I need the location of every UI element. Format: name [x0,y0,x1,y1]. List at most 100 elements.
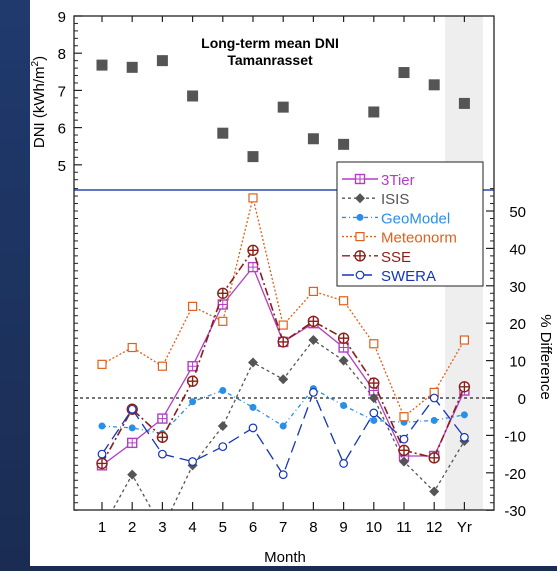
series-point [98,422,106,430]
legend-label: SSE [381,249,411,266]
x-tick-label: 10 [365,519,382,536]
upper-y-tick-label: 9 [58,9,66,26]
x-tick-label: Yr [457,519,472,536]
series-point-cross [278,336,289,347]
dni-point [307,133,319,145]
dni-point [338,138,350,150]
dni-point [277,101,289,113]
upper-y-label-main: DNI (kWh/m [31,66,48,148]
series-point-cross [188,361,198,371]
lower-y-tick-label: -10 [504,428,526,445]
series-point-cross [157,432,168,443]
dni-markers [96,55,470,163]
chart-title: Long-term mean DNI [201,35,339,51]
legend-marker-cross [355,250,365,261]
series-point [339,459,349,468]
dni-point [428,79,440,91]
upper-y-tick-label: 6 [58,121,66,138]
upper-y-tick-label: 5 [58,158,66,175]
series-point-cross [459,381,470,392]
dni-point [96,59,108,71]
series-point [249,403,257,411]
series-point [157,449,167,459]
series-point-cross [399,445,409,456]
dni-point [126,61,138,73]
lower-y-axis: -30 -20 -10 0 10 20 30 40 50 [74,188,526,520]
series-point [460,411,468,419]
series-point-cross [429,452,440,463]
series-point [368,393,379,403]
series-point [127,342,137,353]
legend-label: GeoModel [381,210,450,227]
series-point [248,193,258,203]
dni-point [247,151,259,163]
series-point [188,457,198,466]
plot-frame [73,15,495,511]
series-point-cross [308,316,319,327]
lower-y-tick-label: 40 [509,241,526,258]
upper-y-tick-label: 7 [58,83,66,100]
legend-marker [355,193,365,204]
x-tick-label: 11 [396,519,412,536]
chart-bottom-rule [30,566,557,571]
lower-y-tick-label: 30 [509,279,526,296]
series-point [429,393,439,403]
series-point [189,398,197,406]
series-point-cross [217,288,228,299]
series-point [338,355,349,366]
series-point [218,442,228,452]
dni-point [217,127,229,139]
x-tick-label: 9 [339,519,347,536]
series-point [369,408,379,418]
upper-y-axis: 5 6 7 8 9 [58,9,82,181]
x-tick-label: 3 [158,519,166,536]
series-point [219,387,227,395]
dni-point [156,55,168,67]
dni-point [368,106,380,118]
legend-marker-cross [355,174,365,184]
series-point [248,357,258,368]
x-tick-label: 6 [249,519,257,536]
series-point [218,316,228,326]
series-point [369,339,379,349]
series-point [128,424,136,432]
series-point [340,401,348,409]
legend-label: ISIS [381,191,409,208]
series-point [460,432,469,442]
x-tick-label: 8 [309,519,317,536]
legend: 3Tier ISIS GeoModel Meteonorm SSE SWERA [336,161,484,287]
lower-y-tick-label: 0 [518,391,526,408]
series-point-cross [187,376,198,387]
series-point-cross [248,262,258,272]
series-point-cross [127,438,137,448]
legend-label: SWERA [381,268,436,285]
series-point [157,361,167,371]
upper-y-tick-label: 8 [58,46,66,63]
series-point [127,404,137,414]
series-point [278,320,288,330]
x-axis: 1 2 3 4 5 6 7 8 9 10 11 12 Yr [98,16,472,536]
x-tick-label: 12 [426,519,443,536]
lower-y-tick-label: 10 [509,354,526,371]
x-tick-label: 1 [98,519,106,536]
series-point [97,449,107,459]
x-tick-label: 2 [128,519,136,536]
x-tick-label: 4 [188,519,196,536]
lower-y-label: % Difference [537,314,554,400]
series-point-cross [338,333,349,344]
x-tick-label: 7 [279,519,287,536]
upper-y-label-close: ) [31,56,48,61]
series-point-cross [218,300,228,309]
legend-marker [355,270,365,280]
series-point-cross [339,343,349,353]
series-point [217,421,228,432]
series-point [97,359,107,369]
series-point-cross [248,245,258,256]
backdrop-edge [0,0,30,571]
series-point [278,470,288,480]
series-point [248,423,258,433]
series-point [309,387,318,397]
x-axis-label: Month [264,549,306,566]
series-point [339,296,349,306]
